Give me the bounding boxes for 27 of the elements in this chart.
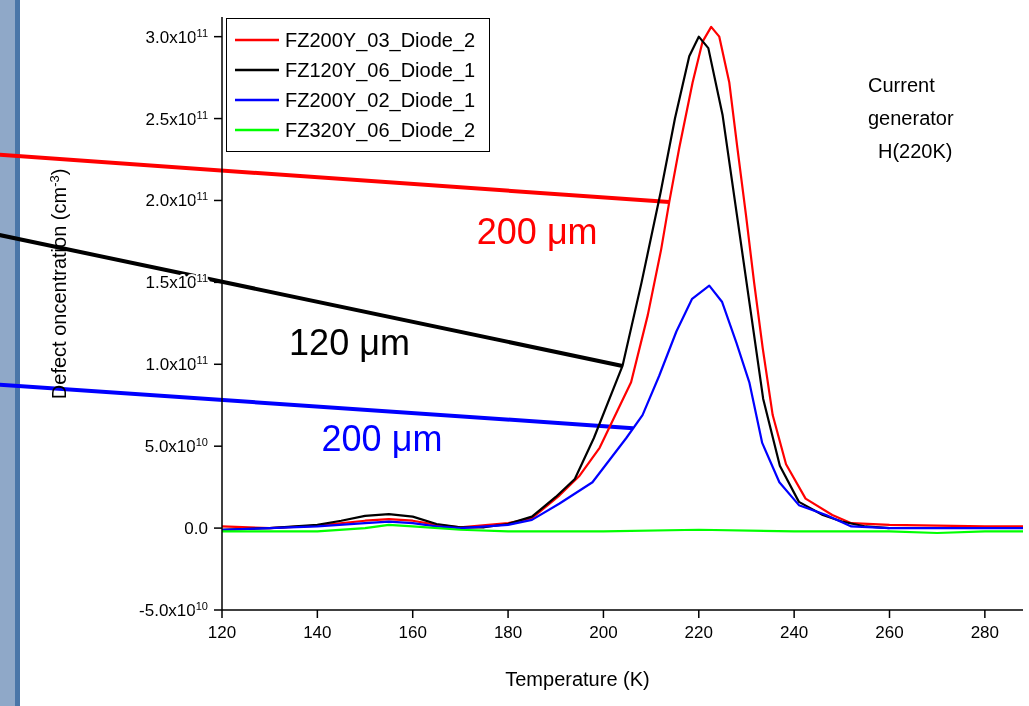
y-tick-label: 0.0	[184, 519, 208, 539]
line-series	[222, 284, 1023, 531]
y-tick-label: 1.0x10$^{11}$	[145, 354, 208, 375]
y-tick-label: 5.0x10$^{10}$	[144, 436, 208, 457]
line-series	[222, 523, 1023, 535]
x-tick-label: 240	[779, 623, 809, 642]
x-tick-label: 260	[875, 623, 904, 642]
y-tick-label: 3.0x10$^{11}$	[145, 26, 208, 47]
annotation: Current generator H(220K)	[868, 74, 954, 162]
legend-label: FZ120Y_06_Diode_1	[285, 58, 476, 82]
y-tick-label: -5.0x10$^{10}$	[139, 600, 208, 620]
y-tick-label: 2.5x10$^{11}$	[145, 108, 208, 129]
x-tick-label: 140	[303, 623, 332, 642]
x-tick-label: 180	[493, 623, 523, 642]
y-tick-label: 2.0x10$^{11}$	[145, 190, 208, 211]
legend-label: FZ200Y_02_Diode_1	[285, 88, 476, 112]
x-tick-label: 160	[398, 623, 427, 642]
x-tick-label: 220	[684, 623, 713, 642]
legend-label: FZ320Y_06_Diode_2	[285, 118, 476, 142]
x-tick-label: 200	[589, 623, 618, 642]
annotation: 120 μm	[289, 321, 410, 363]
annotation: 200 μm	[321, 418, 443, 460]
x-axis-title: Temperature (K)	[505, 668, 650, 690]
legend-label: FZ200Y_03_Diode_2	[285, 28, 476, 52]
x-tick-label: 280	[970, 623, 1000, 642]
x-tick-label: 120	[207, 623, 237, 642]
annotation: 200 μm	[476, 211, 598, 253]
